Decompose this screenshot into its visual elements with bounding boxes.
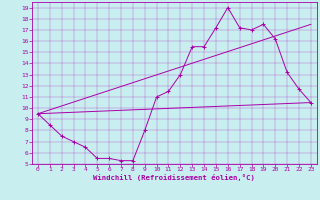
X-axis label: Windchill (Refroidissement éolien,°C): Windchill (Refroidissement éolien,°C) bbox=[93, 174, 255, 181]
